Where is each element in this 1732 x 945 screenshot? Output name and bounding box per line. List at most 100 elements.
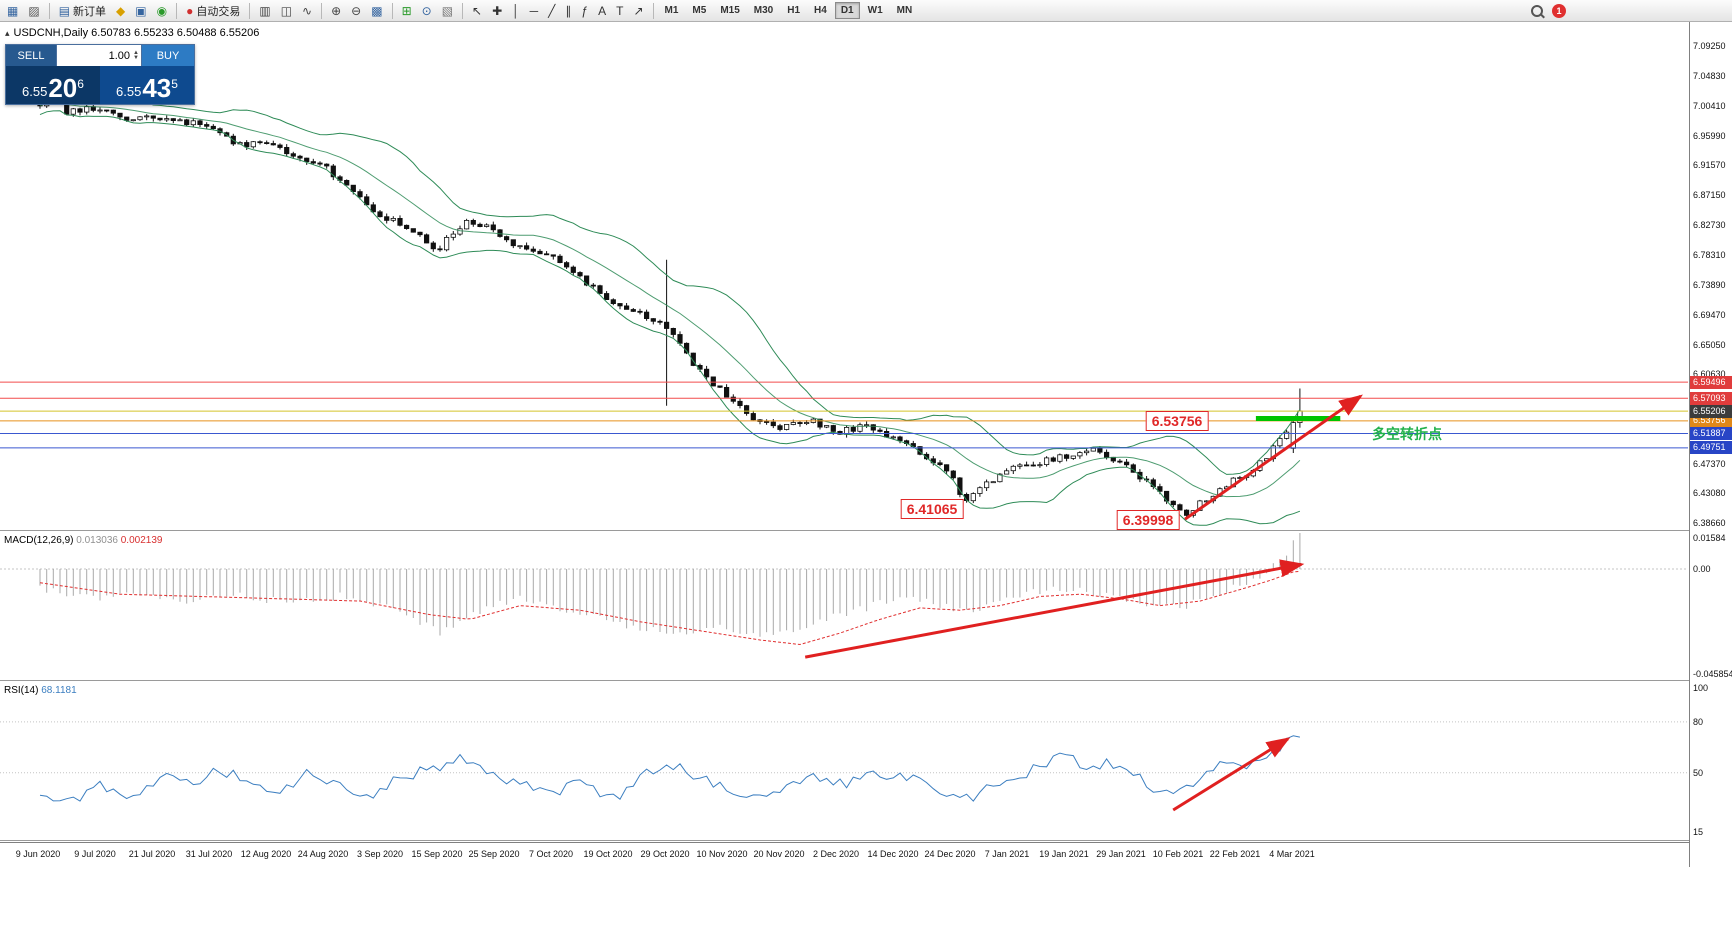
buy-price-button[interactable]: 6.55 43 5 bbox=[100, 66, 194, 104]
fibonacci-button[interactable]: ƒ bbox=[576, 0, 593, 22]
date-axis-label: 12 Aug 2020 bbox=[240, 849, 292, 859]
help-button[interactable]: ◉ bbox=[152, 0, 172, 22]
pane-separator[interactable] bbox=[0, 530, 1732, 531]
price-axis[interactable]: 7.09250 7.04830 7.00410 6.95990 6.91570 6.871… bbox=[1689, 22, 1732, 867]
date-axis-label: 19 Jan 2021 bbox=[1039, 849, 1089, 859]
timeframe-D1[interactable]: D1 bbox=[834, 2, 860, 19]
main-chart-pane[interactable] bbox=[0, 22, 1688, 530]
toolbar-buttons: ▦ ▨ ▤ 新订单 ◆ ▣ ◉ ● 自动交易 ▥ ◫ ∿ ⊕ ⊖ ▩ ⊞ ⊙ ▧ ↖ ✚ │ ─ ╱ ∥ ƒ A T ↗ bbox=[2, 0, 658, 22]
zoom-in-button[interactable]: ⊕ bbox=[326, 0, 346, 22]
timeframe-M5[interactable]: M5 bbox=[692, 5, 707, 16]
date-axis-label: 15 Sep 2020 bbox=[411, 849, 463, 859]
notification-badge[interactable]: 1 bbox=[1552, 3, 1566, 18]
line-chart-button[interactable]: ∿ bbox=[297, 0, 317, 22]
macd-trend-arrow[interactable] bbox=[804, 559, 1305, 659]
spin-up-icon[interactable]: ▲ bbox=[133, 49, 139, 56]
timeframe-H4[interactable]: H4 bbox=[814, 5, 827, 16]
price-marker-6.55206[interactable]: 6.55206 bbox=[1690, 405, 1732, 418]
price-annotation-6.39998[interactable]: 6.39998 bbox=[1116, 510, 1180, 530]
toolbar-separator bbox=[176, 2, 178, 19]
date-axis-label: 7 Jan 2021 bbox=[984, 849, 1030, 859]
pane-separator[interactable] bbox=[0, 680, 1732, 681]
price-axis-label: 7.09250 bbox=[1693, 41, 1726, 51]
vertical-line-icon: │ bbox=[512, 3, 520, 18]
macd-signal-line bbox=[39, 570, 1300, 646]
panel-collapse-icon[interactable]: ▴ bbox=[5, 27, 10, 38]
price-axis-label: 6.87150 bbox=[1693, 190, 1726, 200]
main-trend-arrow[interactable] bbox=[1184, 394, 1363, 521]
timeframe-M1[interactable]: M1 bbox=[664, 5, 679, 16]
buy-price-small: 6.55 bbox=[116, 84, 142, 99]
price-marker-6.57093[interactable]: 6.57093 bbox=[1690, 392, 1732, 405]
horizontal-lines[interactable] bbox=[0, 381, 1688, 449]
market-terminal-button[interactable]: ▣ bbox=[130, 0, 151, 22]
timeframe-W1[interactable]: W1 bbox=[867, 5, 883, 16]
arrows-tool-button[interactable]: ↗ bbox=[628, 0, 648, 22]
price-marker-6.59496[interactable]: 6.59496 bbox=[1690, 376, 1732, 389]
sell-price-button[interactable]: 6.55 20 6 bbox=[6, 66, 100, 104]
trendline-icon: ╱ bbox=[548, 3, 556, 18]
date-axis-label: 10 Nov 2020 bbox=[696, 849, 748, 859]
turning-point-label[interactable]: 多空转折点 bbox=[1372, 426, 1442, 442]
metaeditor-button[interactable]: ◆ bbox=[111, 0, 130, 22]
price-annotation-6.41065[interactable]: 6.41065 bbox=[900, 499, 964, 519]
price-axis-label: 6.73890 bbox=[1693, 280, 1726, 290]
auto-trading-button[interactable]: ● 自动交易 bbox=[181, 0, 245, 22]
new-order-button[interactable]: ▤ 新订单 bbox=[54, 0, 111, 22]
buy-button[interactable]: BUY bbox=[142, 45, 194, 66]
macd-axis-label: 0.01584 bbox=[1693, 533, 1726, 543]
macd-value-2: 0.002139 bbox=[120, 535, 163, 546]
text-button[interactable]: A bbox=[593, 0, 611, 22]
tile-windows-button[interactable]: ▩ bbox=[366, 0, 387, 22]
macd-axis-label: -0.045854 bbox=[1693, 669, 1732, 679]
cursor-button[interactable]: ↖ bbox=[467, 0, 487, 22]
rsi-trend-arrow[interactable] bbox=[1172, 737, 1291, 812]
volume-input[interactable]: 1.00 ▲ ▼ bbox=[56, 45, 142, 66]
date-axis[interactable]: 9 Jun 2020 9 Jul 2020 21 Jul 2020 31 Jul 20… bbox=[0, 842, 1689, 868]
macd-pane[interactable] bbox=[0, 532, 1688, 680]
rsi-title: RSI(14) 68.1181 bbox=[4, 685, 77, 696]
text-label-button[interactable]: T bbox=[611, 0, 628, 22]
toolbar-separator bbox=[249, 2, 251, 19]
search-icon[interactable] bbox=[1528, 2, 1546, 20]
channel-button[interactable]: ∥ bbox=[560, 0, 576, 22]
price-annotation-6.53756[interactable]: 6.53756 bbox=[1145, 411, 1209, 431]
price-axis-label: 6.60630 bbox=[1693, 369, 1726, 379]
rsi-axis-label: 15 bbox=[1693, 827, 1704, 837]
trendline-button[interactable]: ╱ bbox=[543, 0, 560, 22]
timeframe-H1[interactable]: H1 bbox=[787, 5, 801, 16]
timeframe-M30[interactable]: M30 bbox=[753, 5, 774, 16]
bar-chart-button[interactable]: ▥ bbox=[254, 0, 275, 22]
crosshair-button[interactable]: ✚ bbox=[487, 0, 507, 22]
pane-separator[interactable] bbox=[0, 840, 1732, 841]
market-terminal-icon: ▣ bbox=[135, 3, 147, 18]
profiles-icon: ▨ bbox=[28, 3, 40, 18]
sell-price-small: 6.55 bbox=[22, 84, 48, 99]
volume-spinner[interactable]: ▲ ▼ bbox=[133, 49, 139, 61]
profiles-button[interactable]: ▨ bbox=[23, 0, 44, 22]
zoom-out-button[interactable]: ⊖ bbox=[346, 0, 366, 22]
price-marker-6.51887[interactable]: 6.51887 bbox=[1690, 427, 1732, 440]
rsi-pane[interactable] bbox=[0, 682, 1688, 840]
rsi-name: RSI(14) bbox=[4, 685, 39, 696]
horizontal-line-button[interactable]: ─ bbox=[525, 0, 544, 22]
date-axis-label: 4 Mar 2021 bbox=[1269, 849, 1315, 859]
timeframe-MN[interactable]: MN bbox=[896, 5, 913, 16]
new-order-icon: ▤ bbox=[58, 3, 71, 18]
timeframe-M15[interactable]: M15 bbox=[720, 5, 740, 16]
new-chart-button[interactable]: ▦ bbox=[2, 0, 23, 22]
price-axis-label: 6.38660 bbox=[1693, 518, 1726, 528]
templates-button[interactable]: ▧ bbox=[437, 0, 458, 22]
sell-button[interactable]: SELL bbox=[6, 45, 56, 66]
price-marker-6.49751[interactable]: 6.49751 bbox=[1690, 441, 1732, 454]
vertical-line-button[interactable]: │ bbox=[507, 0, 525, 22]
periods-button[interactable]: ⊙ bbox=[417, 0, 437, 22]
zoom-out-icon: ⊖ bbox=[351, 3, 362, 18]
indicators-button[interactable]: ⊞ bbox=[397, 0, 417, 22]
date-axis-label: 20 Nov 2020 bbox=[753, 849, 805, 859]
spin-down-icon[interactable]: ▼ bbox=[133, 54, 139, 61]
chart-window[interactable]: 7.09250 7.04830 7.00410 6.95990 6.91570 6.871… bbox=[0, 22, 1732, 945]
rsi-value: 68.1181 bbox=[41, 685, 77, 696]
candlestick-chart-button[interactable]: ◫ bbox=[276, 0, 297, 22]
macd-name: MACD(12,26,9) bbox=[4, 535, 74, 546]
